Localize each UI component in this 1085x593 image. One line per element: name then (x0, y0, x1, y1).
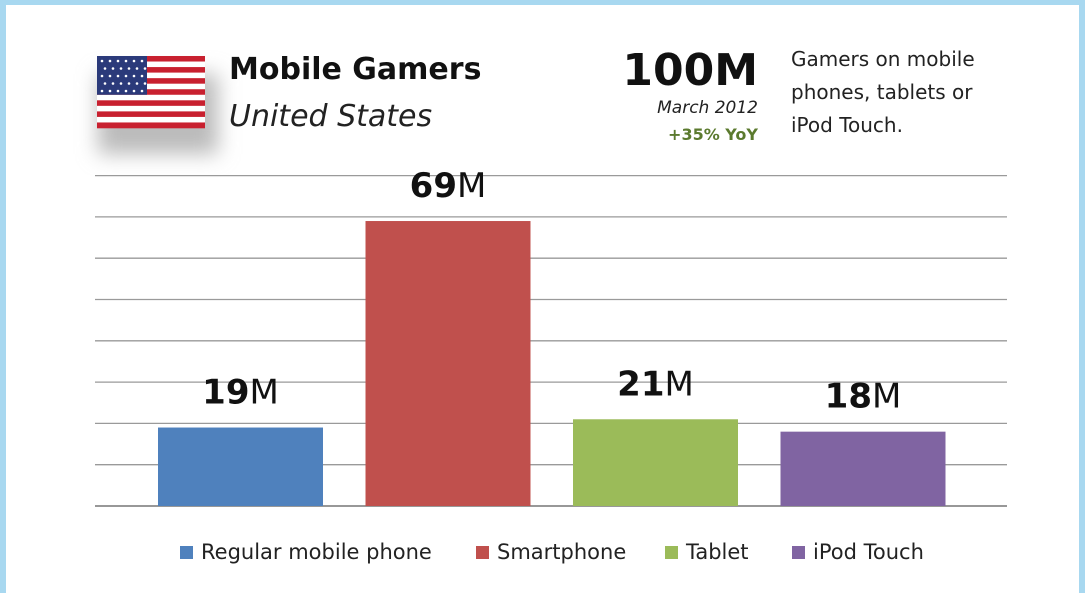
gridlines (95, 174, 1007, 507)
total-gamers-value: 100M (622, 45, 758, 96)
flag-star (103, 67, 107, 70)
flag-star (124, 89, 128, 93)
description-line-1: Gamers on mobile (791, 47, 975, 71)
data-label-number: 21 (617, 364, 664, 404)
flag-stripe (97, 116, 205, 123)
flag-star (140, 89, 144, 93)
legend: Regular mobile phone Smartphone Tablet iPod… (180, 540, 924, 564)
flag-star (116, 59, 120, 63)
flag-stripe (97, 100, 205, 107)
flag-star (143, 67, 147, 70)
flag-canton (97, 56, 147, 95)
data-label-number: 69 (410, 166, 457, 206)
date-label: March 2012 (657, 98, 758, 118)
data-label-number: 19 (202, 373, 249, 413)
flag-star (132, 89, 136, 93)
legend-swatch (792, 546, 805, 559)
flag-stripe (97, 89, 205, 96)
flag-stripe (97, 56, 205, 62)
data-label-unit: M (872, 377, 901, 417)
flag-star (135, 67, 139, 70)
flag-star (108, 89, 112, 93)
data-label-unit: M (664, 364, 693, 404)
legend-label: iPod Touch (813, 540, 924, 564)
flag-stripe (97, 111, 205, 118)
legend-label: Tablet (685, 540, 749, 564)
us-flag-icon (97, 56, 205, 129)
flag-star (124, 59, 128, 63)
flag-stripe (97, 105, 205, 112)
description-line-3: iPod Touch. (791, 113, 903, 137)
data-label: 19M (202, 373, 279, 413)
chart-title: Mobile Gamers (229, 52, 481, 87)
flag-star (111, 82, 115, 85)
legend-label: Regular mobile phone (201, 540, 432, 564)
flag-star (143, 82, 147, 85)
data-label-unit: M (249, 373, 278, 413)
flag-stripe (97, 83, 205, 90)
bar-regular-mobile-phone (158, 427, 323, 506)
flag-star (132, 74, 136, 78)
bars (158, 221, 946, 506)
flag-star (108, 59, 112, 63)
flag-star (116, 89, 120, 93)
flag-star (111, 67, 115, 70)
flag-star (127, 82, 131, 85)
data-label: 21M (617, 364, 694, 404)
yoy-growth: +35% YoY (668, 125, 758, 144)
flag-star (116, 74, 120, 78)
flag-star (119, 67, 123, 70)
flag-stripe (97, 67, 205, 73)
data-label-unit: M (457, 166, 486, 206)
bar-smartphone (365, 221, 531, 506)
flag-star (100, 74, 104, 78)
legend-swatch (665, 546, 678, 559)
data-label: 18M (825, 377, 902, 417)
flag-star (108, 74, 112, 78)
flag-stripe (97, 94, 205, 101)
flag-stripe (97, 78, 205, 84)
data-label: 69M (410, 166, 487, 206)
flag-star (135, 82, 139, 85)
flag-star (100, 59, 104, 63)
flag-star (100, 89, 104, 93)
bar-ipod-touch (780, 431, 946, 506)
flag-star (132, 59, 136, 63)
flag-star (140, 74, 144, 78)
legend-label: Smartphone (497, 540, 626, 564)
legend-swatch (476, 546, 489, 559)
flag-stripe (97, 122, 205, 129)
flag-star (140, 59, 144, 63)
chart-subtitle: United States (229, 99, 432, 134)
flag-stripe (97, 72, 205, 79)
flag-star (127, 67, 131, 70)
flag-star (103, 82, 107, 85)
bar-tablet (573, 419, 738, 506)
description-line-2: phones, tablets or (791, 80, 973, 104)
flag-star (124, 74, 128, 78)
data-label-number: 18 (825, 377, 872, 417)
flag-stripe (97, 61, 205, 68)
flag-star (119, 82, 123, 85)
legend-swatch (180, 546, 193, 559)
